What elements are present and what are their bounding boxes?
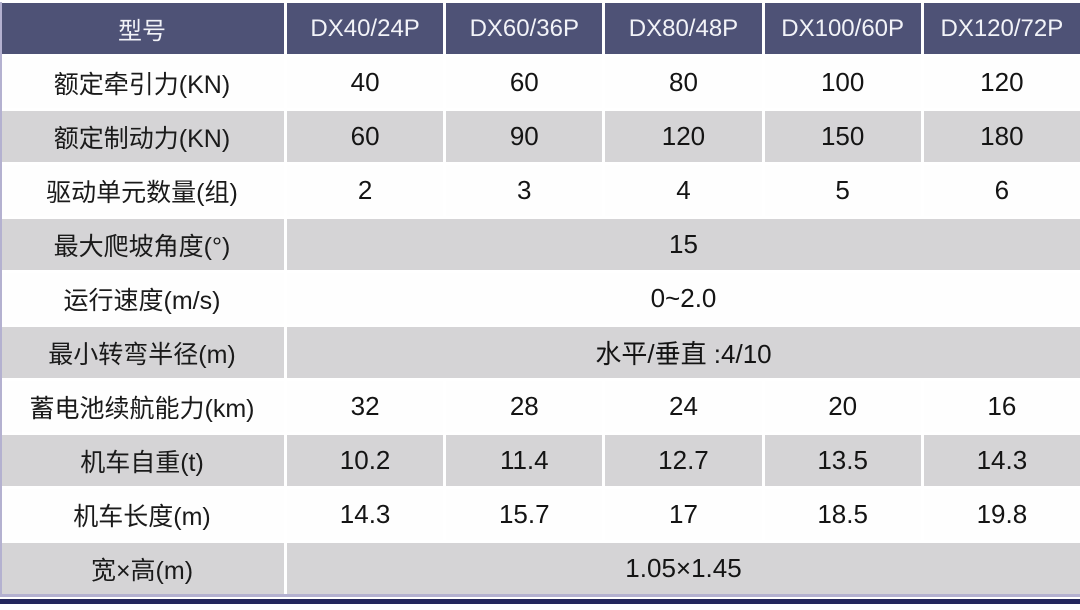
value-cell: 24 — [605, 381, 762, 432]
value-cell: 150 — [764, 111, 921, 162]
value-cell: 120 — [923, 57, 1080, 108]
header-cell-dx60-36p: DX60/36P — [446, 3, 603, 54]
merged-value-cell: 0~2.0 — [287, 273, 1080, 324]
header-cell-model: 型号 — [0, 3, 284, 54]
header-cell-dx120-72p: DX120/72P — [923, 3, 1080, 54]
value-cell: 180 — [923, 111, 1080, 162]
row-battery-endurance: 蓄电池续航能力(km) 32 28 24 20 16 — [0, 381, 1080, 432]
merged-value-cell: 1.05×1.45 — [287, 543, 1080, 594]
value-cell: 60 — [446, 57, 603, 108]
row-min-turning-radius: 最小转弯半径(m) 水平/垂直 :4/10 — [0, 327, 1080, 378]
row-label: 机车自重(t) — [0, 435, 284, 486]
header-cell-dx80-48p: DX80/48P — [605, 3, 762, 54]
value-cell: 19.8 — [923, 489, 1080, 540]
value-cell: 18.5 — [764, 489, 921, 540]
header-row: 型号 DX40/24P DX60/36P DX80/48P DX100/60P … — [0, 3, 1080, 54]
value-cell: 20 — [764, 381, 921, 432]
value-cell: 80 — [605, 57, 762, 108]
value-cell: 14.3 — [287, 489, 444, 540]
row-rated-braking-force: 额定制动力(KN) 60 90 120 150 180 — [0, 111, 1080, 162]
value-cell: 6 — [923, 165, 1080, 216]
locomotive-spec-table: 型号 DX40/24P DX60/36P DX80/48P DX100/60P … — [0, 3, 1080, 594]
row-locomotive-length: 机车长度(m) 14.3 15.7 17 18.5 19.8 — [0, 489, 1080, 540]
value-cell: 32 — [287, 381, 444, 432]
row-label: 运行速度(m/s) — [0, 273, 284, 324]
row-drive-unit-count: 驱动单元数量(组) 2 3 4 5 6 — [0, 165, 1080, 216]
row-label: 蓄电池续航能力(km) — [0, 381, 284, 432]
value-cell: 13.5 — [764, 435, 921, 486]
value-cell: 3 — [446, 165, 603, 216]
value-cell: 40 — [287, 57, 444, 108]
row-running-speed: 运行速度(m/s) 0~2.0 — [0, 273, 1080, 324]
row-max-climbing-angle: 最大爬坡角度(°) 15 — [0, 219, 1080, 270]
value-cell: 4 — [605, 165, 762, 216]
value-cell: 90 — [446, 111, 603, 162]
row-label: 驱动单元数量(组) — [0, 165, 284, 216]
value-cell: 15.7 — [446, 489, 603, 540]
row-label: 最大爬坡角度(°) — [0, 219, 284, 270]
row-label: 额定制动力(KN) — [0, 111, 284, 162]
header-cell-dx100-60p: DX100/60P — [764, 3, 921, 54]
value-cell: 60 — [287, 111, 444, 162]
value-cell: 17 — [605, 489, 762, 540]
value-cell: 28 — [446, 381, 603, 432]
value-cell: 10.2 — [287, 435, 444, 486]
value-cell: 120 — [605, 111, 762, 162]
value-cell: 16 — [923, 381, 1080, 432]
value-cell: 11.4 — [446, 435, 603, 486]
row-locomotive-weight: 机车自重(t) 10.2 11.4 12.7 13.5 14.3 — [0, 435, 1080, 486]
row-rated-traction-force: 额定牵引力(KN) 40 60 80 100 120 — [0, 57, 1080, 108]
row-width-height: 宽×高(m) 1.05×1.45 — [0, 543, 1080, 594]
row-label: 最小转弯半径(m) — [0, 327, 284, 378]
bottom-accent-border-navy — [0, 599, 1080, 604]
value-cell: 14.3 — [923, 435, 1080, 486]
row-label: 宽×高(m) — [0, 543, 284, 594]
row-label: 额定牵引力(KN) — [0, 57, 284, 108]
header-cell-dx40-24p: DX40/24P — [287, 3, 444, 54]
value-cell: 2 — [287, 165, 444, 216]
value-cell: 12.7 — [605, 435, 762, 486]
row-label: 机车长度(m) — [0, 489, 284, 540]
merged-value-cell: 水平/垂直 :4/10 — [287, 327, 1080, 378]
left-accent-border — [0, 2, 2, 597]
bottom-accent-border-lavender — [0, 594, 1080, 597]
merged-value-cell: 15 — [287, 219, 1080, 270]
value-cell: 100 — [764, 57, 921, 108]
value-cell: 5 — [764, 165, 921, 216]
